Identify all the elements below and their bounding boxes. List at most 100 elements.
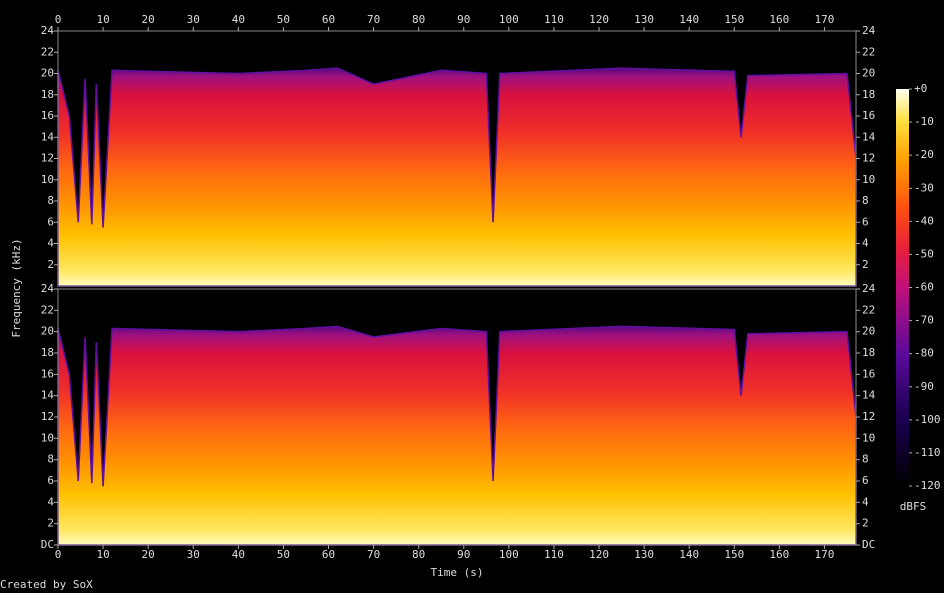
y-tick-label: 10 [41, 431, 54, 444]
y-tick-label: 18 [41, 346, 54, 359]
y-tick-label-right: 14 [862, 389, 876, 402]
x-axis-label: Time (s) [431, 566, 484, 579]
y-tick-label-right: 20 [862, 325, 875, 338]
footer: Created by SoX [0, 578, 93, 591]
colorbar-label: dBFS [900, 500, 927, 513]
x-tick-label-top: 110 [544, 13, 564, 26]
x-tick-label: 0 [55, 548, 62, 561]
y-tick-label: 24 [41, 282, 55, 295]
spectrum-envelope [57, 325, 857, 546]
x-tick-label: 40 [232, 548, 245, 561]
y-tick-label: 22 [41, 45, 54, 58]
x-tick-label: 60 [322, 548, 335, 561]
x-tick-label-top: 90 [457, 13, 470, 26]
y-tick-label: 16 [41, 109, 54, 122]
y-tick-label: 10 [41, 173, 54, 186]
spectrum-envelope [57, 67, 857, 287]
colorbar-tick-label: -100 [914, 413, 941, 426]
x-tick-label-top: 140 [679, 13, 699, 26]
x-tick-label: 90 [457, 548, 470, 561]
y-tick-label: 20 [41, 67, 54, 80]
y-tick-label: 24 [41, 24, 55, 37]
y-tick-label-right: 16 [862, 367, 875, 380]
y-tick-label: 22 [41, 303, 54, 316]
y-tick-label-right: 12 [862, 152, 875, 165]
y-tick-label: 6 [47, 474, 54, 487]
y-tick-label-right: 10 [862, 431, 875, 444]
y-axis-label: Frequency (kHz) [10, 238, 23, 337]
y-tick-label-right: 8 [862, 194, 869, 207]
x-tick-label: 130 [634, 548, 654, 561]
y-tick-label-right: 6 [862, 474, 869, 487]
y-tick-label: 2 [47, 258, 54, 271]
colorbar-tick-label: -20 [914, 148, 934, 161]
x-tick-label-top: 130 [634, 13, 654, 26]
x-tick-label: 140 [679, 548, 699, 561]
y-tick-label: 6 [47, 215, 54, 228]
colorbar-tick-label: -90 [914, 380, 934, 393]
x-tick-label-top: 10 [96, 13, 109, 26]
x-tick-label: 160 [769, 548, 789, 561]
y-tick-label: 14 [41, 389, 55, 402]
x-tick-label-top: 50 [277, 13, 290, 26]
x-tick-label: 80 [412, 548, 425, 561]
x-tick-label-top: 160 [769, 13, 789, 26]
y-tick-label-right: 12 [862, 410, 875, 423]
x-tick-label-top: 80 [412, 13, 425, 26]
y-tick-label: 14 [41, 130, 55, 143]
y-tick-label: 12 [41, 410, 54, 423]
y-tick-label: 8 [47, 453, 54, 466]
y-tick-label: 12 [41, 152, 54, 165]
x-tick-label: 70 [367, 548, 380, 561]
colorbar-tick-label: -70 [914, 314, 934, 327]
y-tick-label-right: 16 [862, 109, 875, 122]
y-tick-label-right: 2 [862, 258, 869, 271]
colorbar-tick-label: -40 [914, 214, 934, 227]
y-tick-label-right: 18 [862, 88, 875, 101]
colorbar [896, 89, 909, 486]
x-tick-label-top: 20 [142, 13, 155, 26]
x-tick-label: 10 [96, 548, 109, 561]
y-tick-label-right: 6 [862, 215, 869, 228]
y-tick-label-right: 20 [862, 67, 875, 80]
y-tick-label-right: 8 [862, 453, 869, 466]
x-tick-label-top: 150 [724, 13, 744, 26]
x-tick-label-top: 70 [367, 13, 380, 26]
y-tick-label: 4 [47, 237, 54, 250]
x-tick-label: 110 [544, 548, 564, 561]
y-tick-label: 4 [47, 495, 54, 508]
colorbar-tick-label: +0 [914, 82, 927, 95]
y-tick-label: 20 [41, 325, 54, 338]
x-tick-label-top: 60 [322, 13, 335, 26]
x-tick-label-top: 170 [815, 13, 835, 26]
x-tick-label: 120 [589, 548, 609, 561]
y-tick-label-right: DC [862, 538, 875, 551]
x-tick-label: 20 [142, 548, 155, 561]
y-tick-label: DC [41, 538, 54, 551]
y-tick-label: 8 [47, 194, 54, 207]
y-tick-label-right: 10 [862, 173, 875, 186]
y-tick-label-right: 14 [862, 130, 876, 143]
y-tick-label-right: 22 [862, 45, 875, 58]
y-tick-label-right: 24 [862, 24, 876, 37]
colorbar-tick-label: -110 [914, 446, 941, 459]
y-tick-label-right: 4 [862, 495, 869, 508]
y-tick-label-right: 2 [862, 517, 869, 530]
x-tick-label: 170 [815, 548, 835, 561]
x-tick-label-top: 40 [232, 13, 245, 26]
x-tick-label-top: 100 [499, 13, 519, 26]
x-tick-label: 30 [187, 548, 200, 561]
y-tick-label-right: 22 [862, 303, 875, 316]
colorbar-tick-label: -60 [914, 281, 934, 294]
x-tick-label: 150 [724, 548, 744, 561]
y-tick-label: 18 [41, 88, 54, 101]
x-tick-label-top: 120 [589, 13, 609, 26]
colorbar-tick-label: -80 [914, 347, 934, 360]
colorbar-tick-label: -10 [914, 115, 934, 128]
x-tick-label-top: 0 [55, 13, 62, 26]
x-tick-label: 100 [499, 548, 519, 561]
colorbar-tick-label: -30 [914, 181, 934, 194]
x-tick-label-top: 30 [187, 13, 200, 26]
